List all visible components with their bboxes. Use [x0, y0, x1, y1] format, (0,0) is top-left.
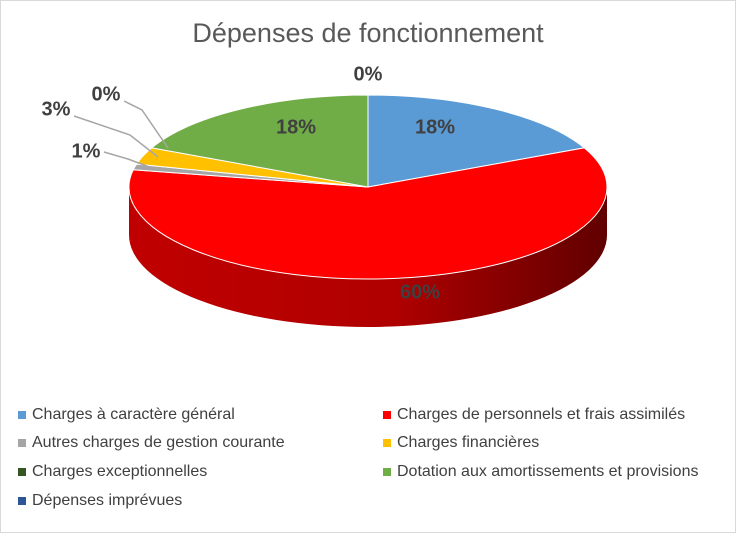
legend-swatch [383, 468, 391, 476]
data-label-charges-a-caractere-general: 18% [415, 116, 455, 138]
chart-title: Dépenses de fonctionnement [192, 18, 544, 48]
leader-line-autres-charges-de-gestion-courante [103, 151, 153, 169]
legend-swatch [18, 497, 26, 505]
legend-swatch [18, 411, 26, 419]
legend-item-autres-charges: Autres charges de gestion courante [18, 432, 285, 454]
legend-swatch [18, 468, 26, 476]
data-label-autres-charges-de-gestion-courante: 1% [72, 140, 101, 162]
legend-swatch [383, 411, 391, 419]
legend-label: Charges à caractère général [32, 406, 235, 423]
leader-line-charges-financieres [73, 115, 159, 158]
pie-slice-dotation-aux-amortissements-et-provisions [150, 94, 369, 188]
pie-slice-charges-a-caractere-general [367, 94, 586, 188]
legend-label: Charges exceptionnelles [32, 463, 208, 480]
legend-item-charges-personnels: Charges de personnels et frais assimilés [383, 404, 685, 426]
pie-slice-side-charges-de-personnels-et-frais-assimiles [129, 187, 607, 327]
data-label-charges-de-personnels-et-frais-assimiles: 60% [400, 281, 440, 303]
data-label-charges-exceptionnelles: 0% [92, 83, 121, 105]
legend-item-dotation: Dotation aux amortissements et provision… [383, 461, 698, 483]
legend-swatch [383, 439, 391, 447]
legend-item-charges-exceptionnelles: Charges exceptionnelles [18, 461, 207, 483]
legend-item-charges-caractere-general: Charges à caractère général [18, 404, 235, 426]
data-label-charges-financieres: 3% [42, 98, 71, 120]
legend-label: Dotation aux amortissements et provision… [397, 463, 699, 480]
legend-item-charges-financieres: Charges financières [383, 432, 539, 454]
pie-slice-charges-de-personnels-et-frais-assimiles [128, 147, 608, 280]
leader-line-charges-exceptionnelles [123, 100, 169, 149]
data-label-depenses-imprevues: 0% [354, 63, 383, 85]
legend-swatch [18, 439, 26, 447]
legend-label: Autres charges de gestion courante [32, 434, 285, 451]
legend-label: Charges financières [397, 434, 540, 451]
legend-label: Dépenses imprévues [32, 492, 183, 509]
data-label-dotation-aux-amortissements-et-provisions: 18% [276, 116, 316, 138]
legend-item-depenses-imprevues: Dépenses imprévues [18, 490, 182, 512]
legend-label: Charges de personnels et frais assimilés [397, 406, 686, 423]
